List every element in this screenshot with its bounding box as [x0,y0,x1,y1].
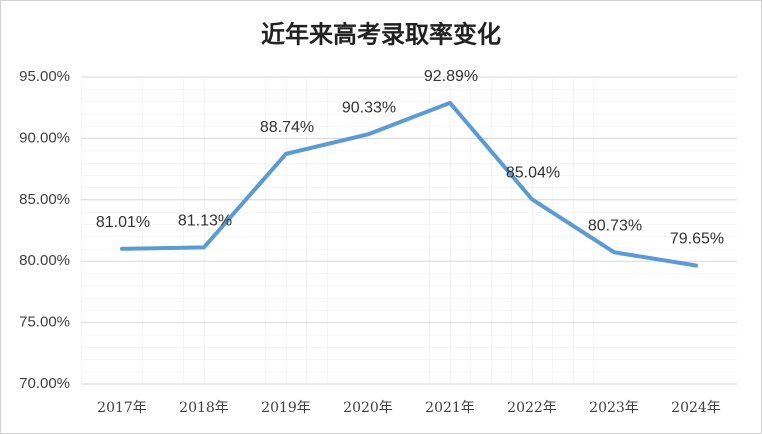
x-tick-label: 2017年 [97,400,147,416]
value-label: 90.33% [342,100,396,117]
x-tick-label: 2024年 [671,400,721,416]
y-tick-label: 85.00% [19,191,70,208]
x-tick-label: 2019年 [261,400,311,416]
chart-title: 近年来高考录取率变化 [261,20,501,49]
y-tick-label: 70.00% [19,375,70,392]
data-line [120,100,698,268]
y-tick-label: 90.00% [19,129,70,146]
y-tick-label: 80.00% [19,252,70,269]
minor-grid [81,77,737,384]
value-label: 92.89% [424,68,478,85]
y-tick-label: 95.00% [19,68,70,85]
value-label: 81.13% [178,213,232,230]
value-label: 79.65% [670,231,724,248]
x-tick-label: 2021年 [425,400,475,416]
value-label: 88.74% [260,119,314,136]
x-tick-label: 2022年 [507,400,557,416]
value-label: 80.73% [588,217,642,234]
value-label: 85.04% [506,165,560,182]
value-label: 81.01% [96,214,150,231]
x-tick-label: 2023年 [589,400,639,416]
x-tick-label: 2020年 [343,400,393,416]
x-tick-label: 2018年 [179,400,229,416]
y-tick-label: 75.00% [19,314,70,331]
